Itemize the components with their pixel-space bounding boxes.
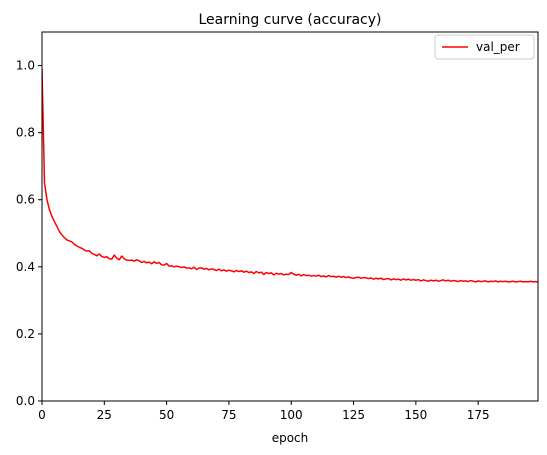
x-tick-label: 175 [467, 408, 490, 422]
legend: val_per [434, 34, 535, 60]
chart-title: Learning curve (accuracy) [199, 12, 382, 28]
legend-label: val_per [476, 40, 520, 54]
x-tick-label: 75 [221, 408, 236, 422]
series-line-0 [42, 68, 538, 283]
x-axis-label: epoch [272, 431, 309, 445]
y-tick-label: 0.0 [16, 394, 35, 408]
x-tick-label: 150 [404, 408, 427, 422]
x-tick-label: 50 [159, 408, 174, 422]
y-tick-label: 0.2 [16, 327, 35, 341]
x-tick-label: 100 [280, 408, 303, 422]
axes-frame [41, 31, 539, 402]
legend-box [434, 34, 535, 60]
plot-area [41, 31, 539, 402]
y-tick-label: 1.0 [16, 59, 35, 73]
x-tick-label: 125 [342, 408, 365, 422]
x-axis: 0 25 50 75 100 125 150 175 [38, 401, 490, 422]
y-tick-label: 0.8 [16, 126, 35, 140]
x-tick-label: 25 [97, 408, 112, 422]
x-tick-label: 0 [38, 408, 46, 422]
y-axis: 0.0 0.2 0.4 0.6 0.8 1.0 [16, 59, 42, 408]
y-tick-label: 0.6 [16, 193, 35, 207]
y-tick-label: 0.4 [16, 260, 35, 274]
